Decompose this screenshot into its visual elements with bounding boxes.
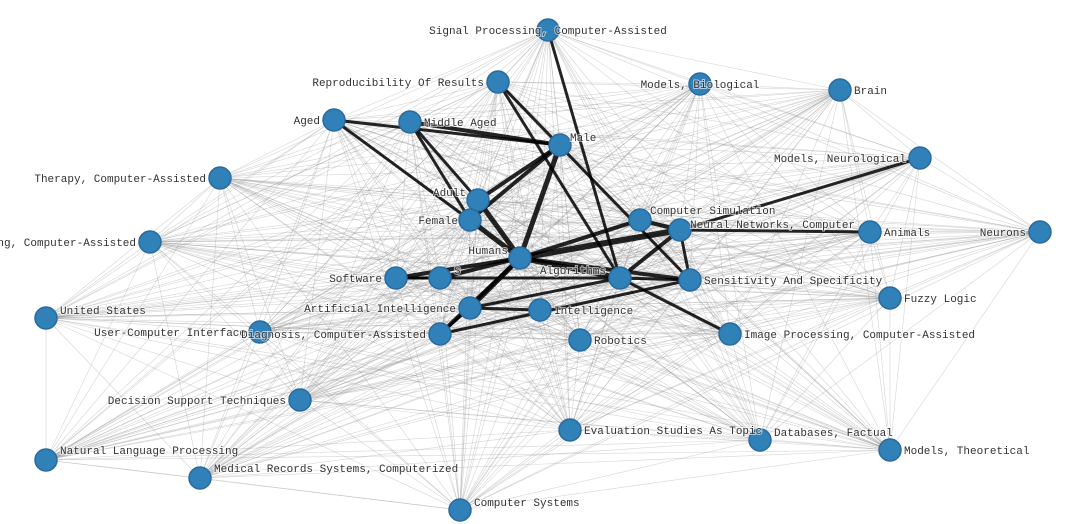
node-label-sens_spec: Sensitivity And Specificity [704, 276, 883, 288]
edge [410, 30, 548, 122]
node-label-simulation: Computer Simulation [650, 206, 775, 218]
node-label-ai: Artificial Intelligence [304, 304, 456, 316]
node-label-software: Software [329, 274, 382, 286]
node-label-algorithms: Algorithms [540, 266, 606, 278]
node-label-databases: Databases, Factual [774, 428, 893, 440]
node-humans [509, 247, 531, 269]
node-label-adult: Adult [433, 188, 466, 200]
node-adult [467, 189, 489, 211]
node-label-repro: Reproducibility Of Results [312, 78, 484, 90]
node-computer_systems [449, 499, 471, 521]
node-diagnosis [429, 323, 451, 345]
network-graph: Signal Processing, Computer-Assisted Repr… [0, 0, 1080, 524]
edge [200, 220, 470, 478]
node-nlp [35, 449, 57, 471]
node-label-fuzzy: Fuzzy Logic [904, 294, 977, 306]
node-label-robotics: Robotics [594, 336, 647, 348]
edge [460, 310, 540, 510]
node-decision_making [139, 231, 161, 253]
node-medical_records [189, 467, 211, 489]
node-label-united_states: United States [60, 306, 146, 318]
node-label-models_neuro: Models, Neurological [774, 154, 906, 166]
node-label-image_proc: Image Processing, Computer-Assisted [744, 330, 975, 342]
edge [700, 84, 760, 440]
node-label-signal_proc: Signal Processing, Computer-Assisted [429, 26, 667, 38]
node-label-nn: Neural Networks, Computer [690, 220, 855, 232]
edge [840, 90, 890, 298]
node-label-animals: Animals [884, 228, 930, 240]
node-label-decision_support: Decision Support Techniques [108, 396, 286, 408]
edge [300, 400, 570, 430]
node-label-middle_aged: Middle Aged [424, 118, 497, 130]
edge [46, 242, 150, 460]
node-software [385, 267, 407, 289]
node-ai [459, 297, 481, 319]
node-label-male: Male [570, 133, 596, 145]
node-s_node [429, 267, 451, 289]
edge [200, 478, 460, 510]
node-male [549, 134, 571, 156]
node-label-aged: Aged [294, 116, 320, 128]
node-label-female: Female [418, 216, 458, 228]
node-label-brain: Brain [854, 86, 887, 98]
node-united_states [35, 307, 57, 329]
node-label-user_interface: User-Computer Interface [94, 328, 246, 340]
node-models_neuro [909, 147, 931, 169]
node-label-eval_studies: Evaluation Studies As Topic [584, 426, 762, 438]
node-algorithms [609, 267, 631, 289]
node-repro [487, 71, 509, 93]
node-label-models_theor: Models, Theoretical [904, 446, 1029, 458]
node-label-nlp: Natural Language Processing [60, 446, 238, 458]
edge [440, 334, 460, 510]
edge [840, 90, 890, 450]
node-robotics [569, 329, 591, 351]
edge [620, 278, 890, 450]
node-intelligence [529, 299, 551, 321]
node-nn [669, 219, 691, 241]
node-neurons [1029, 221, 1051, 243]
node-therapy [209, 167, 231, 189]
node-label-models_bio: Models, Biological [641, 80, 760, 92]
node-sens_spec [679, 269, 701, 291]
node-brain [829, 79, 851, 101]
node-label-diagnosis: Diagnosis, Computer-Assisted [241, 330, 426, 342]
node-label-medical_records: Medical Records Systems, Computerized [214, 464, 458, 476]
node-aged [323, 109, 345, 131]
node-eval_studies [559, 419, 581, 441]
node-image_proc [719, 323, 741, 345]
node-fuzzy [879, 287, 901, 309]
edge [150, 242, 200, 478]
node-label-s_node: S [454, 266, 461, 278]
node-models_theor [879, 439, 901, 461]
node-female [459, 209, 481, 231]
node-label-neurons: Neurons [980, 228, 1026, 240]
edge [410, 122, 640, 220]
node-label-therapy: Therapy, Computer-Assisted [34, 174, 206, 186]
edge [220, 122, 410, 178]
node-middle_aged [399, 111, 421, 133]
node-label-decision_making: Decision Making, Computer-Assisted [0, 238, 136, 250]
node-simulation [629, 209, 651, 231]
node-animals [859, 221, 881, 243]
node-label-humans: Humans [468, 246, 508, 258]
node-decision_support [289, 389, 311, 411]
edge [46, 120, 334, 318]
node-label-intelligence: Intelligence [554, 306, 633, 318]
node-label-computer_systems: Computer Systems [474, 498, 580, 510]
